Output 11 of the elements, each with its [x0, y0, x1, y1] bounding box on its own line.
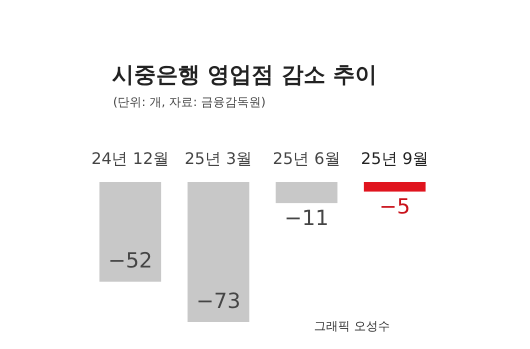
data-label: −5	[379, 194, 410, 219]
x-tick-label: 25년 9월	[360, 149, 429, 168]
chart-title: 시중은행 영업점 감소 추이	[112, 63, 377, 88]
x-tick-label: 25년 6월	[272, 149, 340, 168]
data-label: −11	[284, 206, 329, 230]
annotation: 그래픽 오성수	[314, 319, 390, 333]
data-label: −73	[196, 289, 241, 313]
x-tick-label: 25년 3월	[184, 149, 252, 168]
chart-subtitle: (단위: 개, 자료: 금융감독원)	[113, 95, 266, 109]
data-label: −52	[108, 248, 152, 273]
x-tick-label: 24년 12월	[91, 149, 170, 168]
